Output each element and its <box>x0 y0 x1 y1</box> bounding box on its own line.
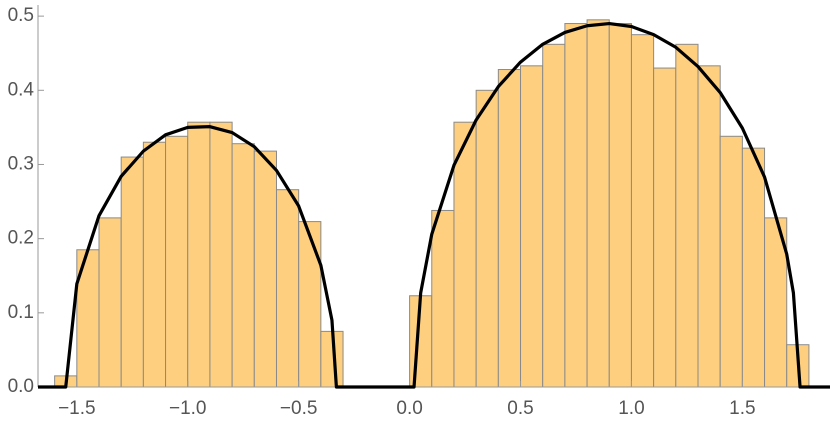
x-tick-label: 1.5 <box>729 398 755 419</box>
y-tick-label: 0.2 <box>8 228 34 249</box>
x-tick-label: −1.5 <box>58 398 96 419</box>
bar <box>187 121 211 388</box>
y-tick-label: 0.3 <box>8 153 34 174</box>
y-tick-label: 0.0 <box>8 376 34 397</box>
bar <box>697 65 721 388</box>
x-tick-label: −1.0 <box>169 398 207 419</box>
bar <box>497 69 522 388</box>
bar <box>231 143 255 388</box>
bar <box>298 221 322 388</box>
y-tick-label: 0.1 <box>8 302 34 323</box>
bar <box>542 43 566 388</box>
bar <box>120 156 144 388</box>
bar <box>209 121 233 388</box>
bar <box>741 147 766 388</box>
x-tick-label: 0.0 <box>396 398 422 419</box>
y-tick-label: 0.4 <box>8 79 35 100</box>
x-tick-label: −0.5 <box>280 398 318 419</box>
bar <box>142 141 167 388</box>
bar <box>475 89 499 388</box>
x-tick-label: 1.0 <box>618 398 644 419</box>
bar <box>586 19 610 388</box>
bar <box>564 23 588 388</box>
bar <box>165 135 189 388</box>
bar <box>431 209 455 388</box>
bar <box>630 34 655 388</box>
bar <box>719 135 743 388</box>
x-tick-label: 0.5 <box>507 398 533 419</box>
bar <box>608 23 632 388</box>
bar <box>653 67 677 388</box>
bar <box>275 189 300 388</box>
y-tick-label: 0.5 <box>8 5 34 26</box>
bar <box>520 65 544 388</box>
bar <box>253 150 277 388</box>
bar <box>675 43 699 388</box>
bar <box>98 217 122 388</box>
density-curve <box>38 21 830 389</box>
